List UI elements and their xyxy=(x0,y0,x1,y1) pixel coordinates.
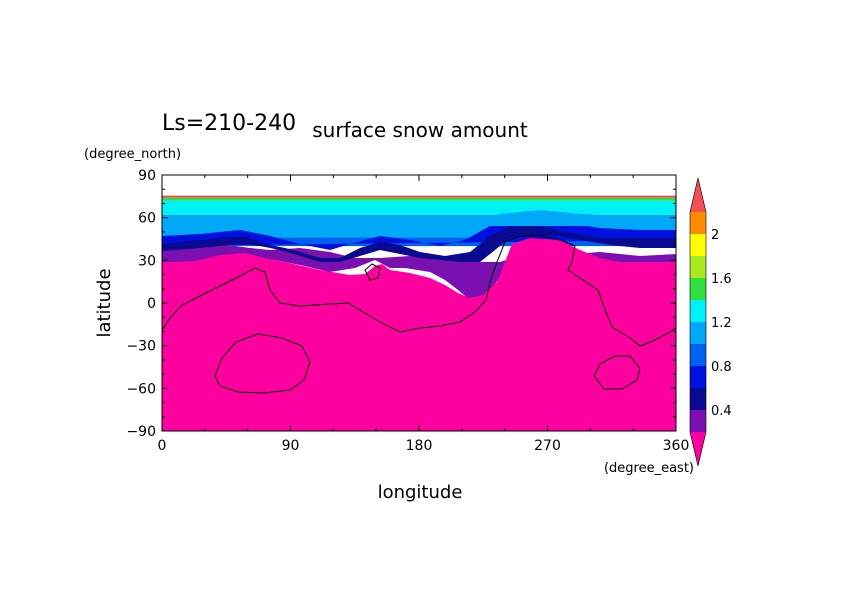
colorbar-swatch xyxy=(690,388,706,410)
contour-band-green xyxy=(162,197,676,201)
colorbar-swatch xyxy=(690,344,706,366)
y-axis-label: latitude xyxy=(94,268,115,337)
contour-line-southern-west xyxy=(214,333,311,394)
colorbar-tick-label: 0.8 xyxy=(711,360,732,375)
colorbar-extend-high xyxy=(690,178,706,212)
y-tick-label: −60 xyxy=(126,381,156,397)
contour-band-mid-blue xyxy=(162,220,676,250)
coastline-contours xyxy=(162,235,676,394)
contour-fill-navy-band xyxy=(162,226,676,262)
colorbar-tick-label: 1.6 xyxy=(711,272,732,287)
y-axis-unit: (degree_north) xyxy=(84,147,181,162)
contour-band-sky-edge xyxy=(162,210,676,238)
contour-band-red xyxy=(162,195,676,198)
contour-band-cyan xyxy=(162,200,676,215)
colorbar-extend-low xyxy=(690,432,706,466)
x-tick-label: 0 xyxy=(158,438,167,454)
colorbar-swatch xyxy=(690,256,706,278)
colorbar-swatch xyxy=(690,212,706,234)
contour-line-small-loop xyxy=(364,263,381,281)
x-tick-label: 360 xyxy=(663,438,690,454)
colorbar-swatch xyxy=(690,322,706,344)
colorbar-swatch xyxy=(690,410,706,432)
plot-area xyxy=(162,175,676,431)
colorbar-swatch xyxy=(690,300,706,322)
contour-fill-group xyxy=(162,195,676,250)
colorbar: 0.4 0.8 1.2 1.6 2 xyxy=(689,177,732,467)
x-axis: 0 90 180 270 360 xyxy=(158,175,690,454)
x-tick-label: 90 xyxy=(282,438,300,454)
chart-subtitle: Ls=210-240 xyxy=(162,111,296,136)
colorbar-tick-label: 0.4 xyxy=(711,404,732,419)
y-tick-label: 60 xyxy=(138,211,156,227)
contour-line-southern-east xyxy=(593,355,641,390)
x-axis-label: longitude xyxy=(378,482,463,503)
colorbar-swatch xyxy=(690,234,706,256)
y-tick-label: −90 xyxy=(126,424,156,440)
contour-line-equatorial xyxy=(162,235,676,347)
y-tick-label: 30 xyxy=(138,253,156,269)
colorbar-outline xyxy=(689,177,707,467)
x-axis-unit: (degree_east) xyxy=(604,461,694,476)
colorbar-swatch xyxy=(690,278,706,300)
y-tick-label: −30 xyxy=(126,339,156,355)
colorbar-tick-label: 1.2 xyxy=(711,316,732,331)
x-tick-label: 180 xyxy=(406,438,433,454)
chart-title: surface snow amount xyxy=(312,118,528,142)
y-tick-label: 90 xyxy=(138,168,156,184)
y-axis: 90 60 30 0 −30 −60 −90 xyxy=(126,168,676,440)
x-tick-label: 270 xyxy=(534,438,561,454)
colorbar-swatch xyxy=(690,366,706,388)
y-tick-label: 0 xyxy=(147,296,156,312)
contour-fill-pink-region xyxy=(162,238,676,431)
colorbar-tick-label: 2 xyxy=(711,228,719,243)
